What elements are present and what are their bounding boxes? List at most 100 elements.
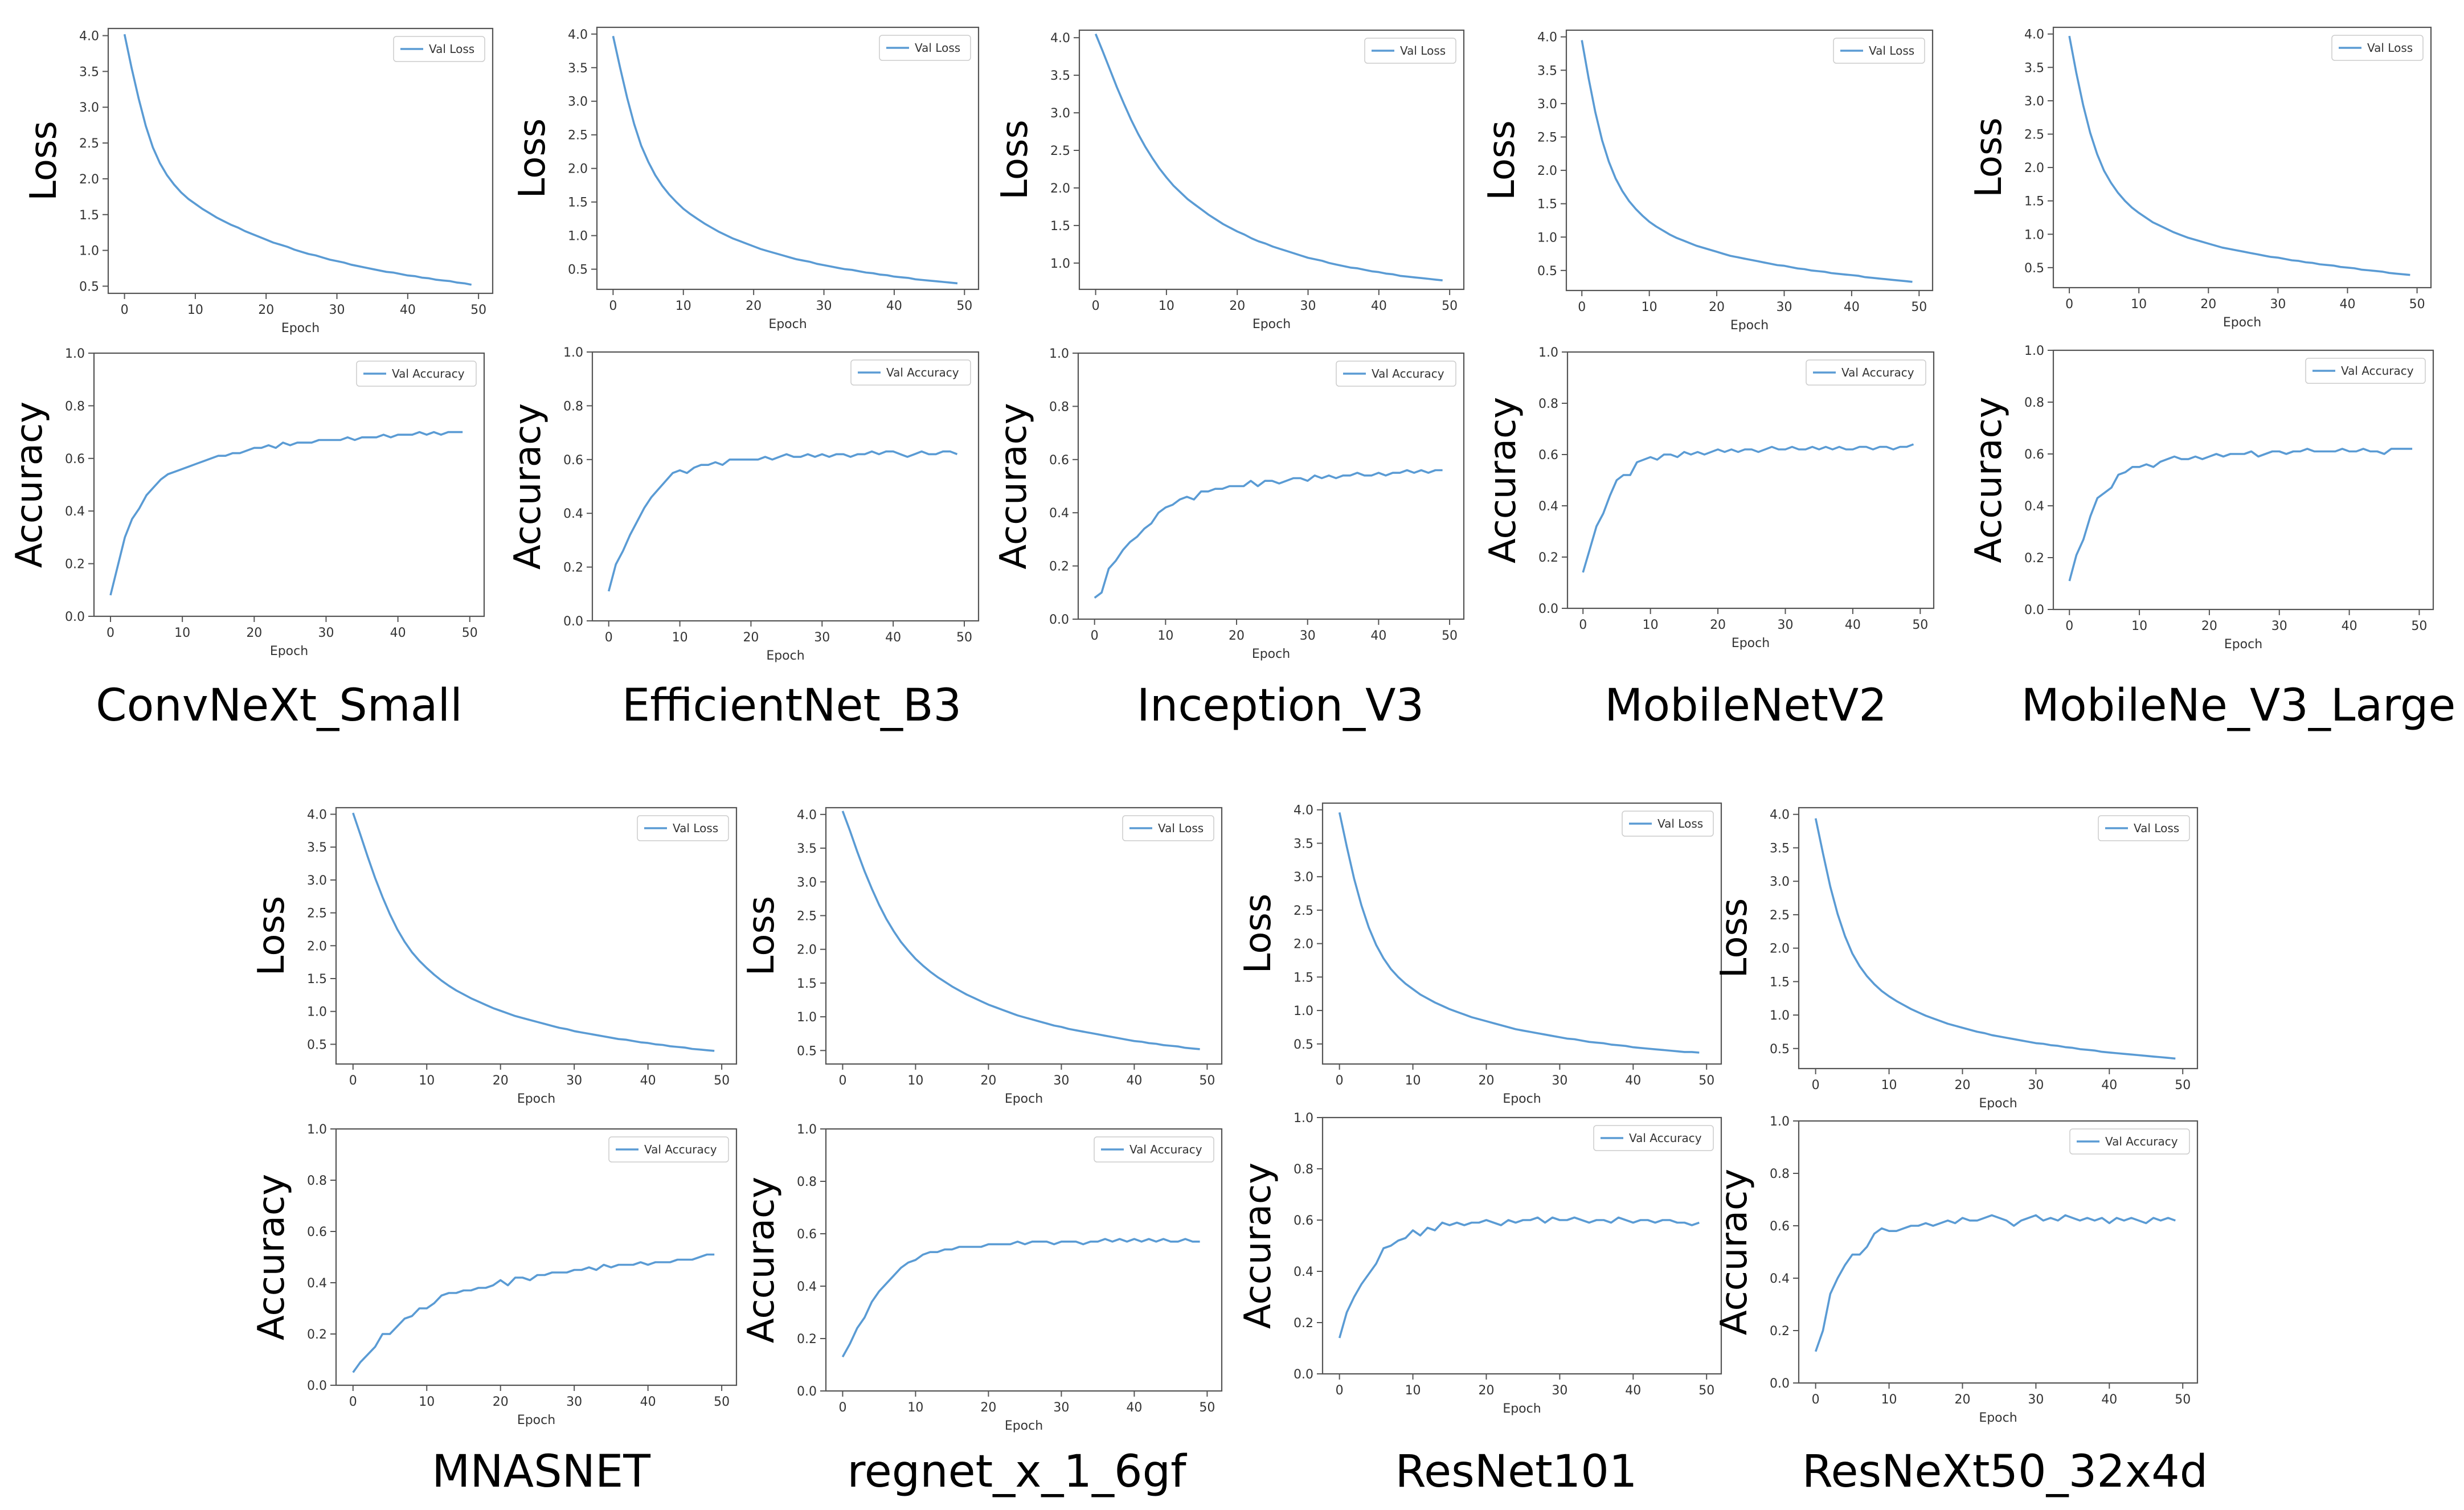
y-tick-label: 1.0 [1049, 347, 1069, 361]
x-tick-label: 0 [121, 303, 129, 317]
legend-label: Val Loss [429, 42, 474, 56]
y-axis-label: Accuracy [1968, 396, 2010, 563]
y-axis-label: Loss [1968, 117, 2010, 197]
x-axis-label: Epoch [1503, 1092, 1541, 1106]
x-tick-label: 40 [1370, 629, 1386, 643]
y-tick-label: 2.0 [568, 162, 588, 177]
x-axis-label: Epoch [281, 321, 320, 335]
y-tick-label: 3.5 [1294, 837, 1313, 851]
x-tick-label: 0 [838, 1401, 846, 1415]
y-tick-label: 0.8 [1770, 1167, 1790, 1181]
x-tick-label: 0 [1578, 300, 1586, 314]
legend-label: Val Loss [1400, 44, 1446, 58]
x-tick-label: 50 [1442, 629, 1458, 643]
y-tick-label: 3.5 [1537, 64, 1557, 78]
accuracy-series-line [607, 450, 958, 592]
accuracy-plot-frame [1798, 1120, 2199, 1384]
x-tick-label: 40 [640, 1074, 656, 1088]
y-tick-label: 3.0 [1050, 107, 1070, 121]
y-tick-label: 1.5 [2024, 195, 2044, 209]
y-tick-label: 1.5 [568, 196, 588, 210]
y-axis-label: Accuracy [507, 403, 549, 570]
legend: Val Loss [393, 36, 485, 62]
y-tick-label: 2.5 [568, 129, 588, 143]
legend-label: Val Loss [1657, 817, 1703, 830]
legend-label: Val Accuracy [886, 366, 959, 379]
loss-plot-frame [2052, 26, 2432, 289]
x-tick-label: 30 [2270, 297, 2286, 312]
y-tick-label: 0.6 [307, 1225, 327, 1239]
x-tick-label: 50 [1442, 299, 1458, 313]
y-tick-label: 0.6 [2024, 448, 2044, 462]
y-axis-label: Loss [1481, 120, 1523, 200]
x-tick-label: 10 [1643, 618, 1659, 632]
x-tick-label: 40 [1126, 1401, 1142, 1415]
loss-plot-frame [825, 807, 1223, 1065]
y-tick-label: 1.0 [79, 244, 99, 259]
x-tick-label: 30 [814, 631, 830, 645]
x-tick-label: 50 [1698, 1384, 1714, 1398]
loss-series-line [1338, 812, 1700, 1054]
y-tick-label: 0.2 [1770, 1324, 1790, 1339]
x-tick-label: 10 [419, 1395, 435, 1409]
y-tick-label: 1.0 [1537, 231, 1557, 245]
x-tick-label: 20 [1478, 1074, 1494, 1088]
y-tick-label: 3.0 [2024, 95, 2044, 109]
y-tick-label: 0.0 [563, 615, 583, 629]
y-tick-label: 2.5 [797, 909, 817, 923]
x-tick-label: 40 [2342, 619, 2357, 633]
y-tick-label: 0.4 [797, 1280, 817, 1294]
x-tick-label: 10 [2131, 619, 2147, 633]
y-tick-label: 0.8 [1294, 1163, 1313, 1177]
x-tick-label: 0 [605, 631, 613, 645]
y-tick-label: 1.0 [797, 1010, 817, 1025]
accuracy-plot-frame [825, 1128, 1223, 1392]
x-tick-label: 30 [2271, 619, 2287, 633]
y-tick-label: 2.0 [2024, 161, 2044, 175]
loss-plot-frame [1321, 802, 1722, 1065]
x-axis-label: Epoch [768, 317, 807, 332]
y-tick-label: 0.4 [307, 1276, 327, 1291]
y-tick-label: 3.0 [797, 875, 817, 890]
y-axis-label: Accuracy [1713, 1169, 1755, 1335]
y-axis-label: Loss [740, 896, 783, 976]
x-tick-label: 10 [1159, 299, 1174, 313]
y-tick-label: 1.5 [1770, 975, 1790, 989]
x-tick-label: 50 [1912, 618, 1928, 632]
accuracy-series-line [841, 1238, 1200, 1358]
accuracy-series-line [109, 431, 463, 596]
x-tick-label: 10 [676, 299, 691, 313]
x-tick-label: 50 [1199, 1074, 1215, 1088]
y-tick-label: 4.0 [2024, 28, 2044, 42]
legend: Val Loss [637, 815, 729, 841]
x-tick-label: 40 [1845, 618, 1861, 632]
y-tick-label: 4.0 [79, 30, 99, 44]
y-tick-label: 0.5 [1294, 1038, 1313, 1052]
x-tick-label: 40 [886, 299, 902, 313]
x-tick-label: 30 [2028, 1393, 2044, 1407]
x-tick-label: 30 [566, 1395, 582, 1409]
x-tick-label: 0 [609, 299, 617, 313]
y-axis-label: Accuracy [251, 1174, 293, 1340]
y-tick-label: 4.0 [1537, 31, 1557, 45]
y-tick-label: 1.5 [1050, 219, 1070, 234]
x-tick-label: 50 [462, 626, 478, 640]
x-tick-label: 20 [258, 303, 274, 317]
y-tick-label: 4.0 [797, 808, 817, 822]
x-axis-label: Epoch [1005, 1092, 1043, 1106]
x-tick-label: 20 [1954, 1078, 1970, 1092]
y-tick-label: 0.5 [1537, 264, 1557, 279]
y-tick-label: 0.5 [797, 1044, 817, 1058]
legend-label: Val Loss [915, 41, 960, 55]
x-tick-label: 30 [1300, 299, 1316, 313]
x-tick-label: 40 [1625, 1074, 1641, 1088]
x-tick-label: 40 [1844, 300, 1860, 314]
y-tick-label: 3.5 [2024, 61, 2044, 75]
y-axis-label: Loss [1713, 898, 1755, 978]
model-caption: MobileNetV2 [1605, 680, 1887, 731]
y-tick-label: 0.4 [1294, 1265, 1313, 1279]
